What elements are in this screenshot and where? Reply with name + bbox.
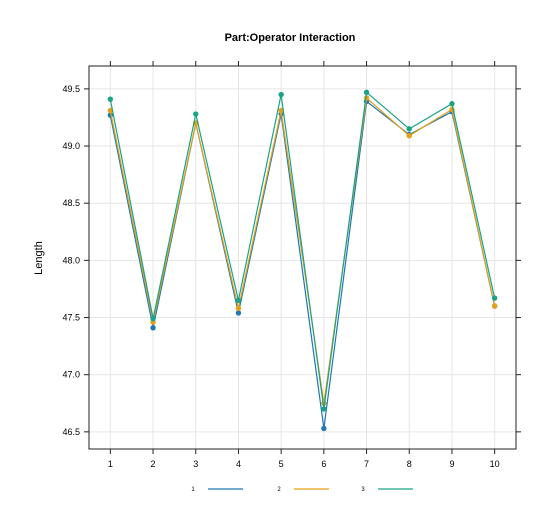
data-point-series-3: [278, 91, 284, 98]
x-tick-label: 10: [490, 459, 500, 469]
y-tick-label: 46.5: [62, 427, 80, 437]
plot-frame: [88, 65, 517, 450]
series-line-2: [109, 96, 496, 404]
series-layer: [107, 89, 498, 432]
x-tick-label: 5: [279, 459, 284, 469]
data-point-series-3: [406, 126, 412, 132]
series-line-3: [109, 91, 496, 410]
y-axis-label: Length: [33, 241, 45, 275]
x-tick-label: 6: [321, 459, 326, 469]
data-point-series-3: [235, 297, 242, 304]
y-tick-label: 47.5: [62, 313, 80, 323]
x-tick-label: 8: [407, 459, 412, 469]
data-point-series-1: [235, 310, 242, 316]
x-tick-label: 2: [151, 459, 156, 469]
data-point-series-3: [150, 315, 156, 322]
data-point-series-2: [235, 305, 242, 312]
legend-label: 1: [191, 487, 195, 493]
x-tick-label: 3: [193, 459, 198, 469]
data-point-series-3: [491, 295, 498, 301]
y-tick-label: 47.0: [62, 370, 80, 380]
data-point-series-3: [449, 101, 455, 107]
x-tick-label: 4: [236, 459, 241, 469]
data-point-series-1: [150, 325, 156, 331]
y-tick-label: 48.0: [62, 255, 80, 265]
data-point-series-3: [321, 406, 327, 412]
chart-title: Part:Operator Interaction: [225, 32, 356, 44]
x-tick-label: 7: [364, 459, 369, 469]
data-point-series-3: [363, 89, 370, 95]
legend-label: 2: [277, 487, 281, 493]
y-tick-label: 49.5: [62, 84, 80, 94]
y-tick-label: 49.0: [62, 141, 80, 151]
series-line-1: [109, 100, 496, 429]
data-point-series-2: [406, 133, 412, 139]
legend-label: 3: [361, 487, 365, 493]
data-point-series-3: [193, 111, 199, 117]
y-tick-label: 48.5: [62, 198, 80, 208]
data-point-series-1: [321, 425, 327, 432]
x-tick-label: 1: [108, 459, 113, 469]
axis-ticks: 1 2 3 4 5 6 7 8 9 10 46.5 47.0 47.5 48.0 48.5 49.0 49.5: [62, 61, 521, 469]
data-point-series-3: [107, 96, 114, 102]
data-point-series-2: [491, 303, 498, 309]
legend: 1 2 3: [191, 487, 413, 493]
x-tick-label: 9: [449, 459, 454, 469]
